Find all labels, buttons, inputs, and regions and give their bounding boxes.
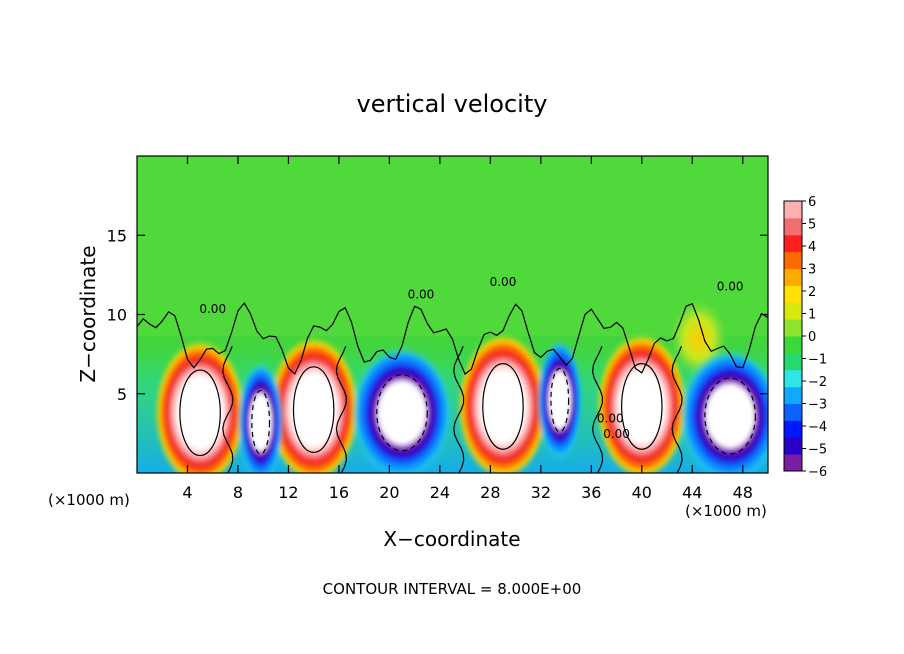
x-axis: 4 8 12 16 20 24 28 32 36 40 44 48 xyxy=(182,156,753,502)
colorbar: 6 5 4 3 2 1 0 −1 −2 −3 −4 −5 −6 xyxy=(783,195,827,480)
zero-contour xyxy=(137,301,768,375)
x-tick-label: 16 xyxy=(329,483,349,502)
contour-positive xyxy=(482,363,524,450)
updraft-cell xyxy=(457,333,549,473)
contour-positive xyxy=(292,366,335,453)
x-tick-label: 24 xyxy=(430,483,450,502)
downdraft-cell xyxy=(351,346,453,473)
x-tick-label: 4 xyxy=(182,483,192,502)
colorbar-swatch xyxy=(784,352,802,371)
contour-label: 0.00 xyxy=(603,427,630,441)
colorbar-tick-label: 2 xyxy=(808,285,816,300)
colorbar-swatch xyxy=(784,251,802,269)
colorbar-swatch xyxy=(784,336,802,354)
x-tick-label: 32 xyxy=(531,483,551,502)
colorbar-swatch xyxy=(784,437,802,455)
zero-contour-vertical xyxy=(335,345,348,473)
colorbar-swatch xyxy=(784,302,802,320)
contour-negative xyxy=(376,374,428,452)
x-tick-label: 48 xyxy=(733,483,753,502)
contour-label: 0.00 xyxy=(199,302,226,316)
updraft-cell xyxy=(596,333,688,473)
contour-label: 0.00 xyxy=(597,411,624,425)
colorbar-tick-label: −4 xyxy=(808,420,827,435)
colorbar-tick-label: −2 xyxy=(808,375,827,390)
colorbar-swatch xyxy=(784,201,802,219)
x-tick-label: 8 xyxy=(233,483,243,502)
downdraft-cell xyxy=(679,349,768,473)
contour-negative xyxy=(550,367,570,433)
zero-contour-vertical xyxy=(222,345,234,473)
y-tick-label: 15 xyxy=(107,226,127,245)
colorbar-tick-label: 4 xyxy=(808,240,816,255)
x-tick-label: 12 xyxy=(278,483,298,502)
contour-negative xyxy=(251,389,271,455)
y-tick-label: 5 xyxy=(117,385,127,404)
colorbar-tick-label: −6 xyxy=(808,465,827,480)
x-tick-label: 36 xyxy=(581,483,601,502)
colorbar-swatch xyxy=(784,285,802,303)
colorbar-swatch xyxy=(784,454,802,472)
colorbar-swatch xyxy=(784,386,802,404)
contour-label: 0.00 xyxy=(717,280,744,294)
colorbar-swatch xyxy=(784,403,802,421)
colorbar-swatch xyxy=(784,234,802,253)
contour-positive xyxy=(179,369,221,457)
plot-area: 0.00 0.00 0.00 0.00 0.00 0.00 xyxy=(137,156,768,473)
contour-negative xyxy=(704,377,756,455)
zero-contour-vertical xyxy=(591,345,604,473)
colorbar-swatch xyxy=(784,268,802,286)
y-tick-label: 10 xyxy=(107,306,127,325)
x-unit-left: (×1000 m) xyxy=(48,491,130,509)
contour-interval-note: CONTOUR INTERVAL = 8.000E+00 xyxy=(323,580,582,598)
colorbar-tick-label: 0 xyxy=(808,330,816,345)
upper-light-field xyxy=(137,156,768,336)
downdraft-cell xyxy=(237,362,284,473)
colorbar-tick-label: 6 xyxy=(808,195,816,210)
colorbar-tick-label: −1 xyxy=(808,353,827,368)
colorbar-swatch xyxy=(784,420,802,438)
colorbar-tick-label: 3 xyxy=(808,263,816,278)
colorbar-tick-label: 5 xyxy=(808,218,816,233)
colorbar-swatch xyxy=(784,217,802,236)
x-tick-label: 20 xyxy=(379,483,399,502)
y-axis-label: Z−coordinate xyxy=(76,245,100,382)
contour-positive xyxy=(621,363,663,450)
x-tick-label: 40 xyxy=(632,483,652,502)
x-tick-label: 44 xyxy=(682,483,702,502)
colorbar-swatch xyxy=(784,369,802,388)
colorbar-tick-label: 1 xyxy=(808,308,816,323)
downdraft-cell xyxy=(537,339,583,461)
colorbar-swatch xyxy=(784,319,802,337)
x-unit-right: (×1000 m) xyxy=(685,502,767,520)
x-tick-label: 28 xyxy=(480,483,500,502)
contour-label: 0.00 xyxy=(408,288,435,302)
zero-contour-vertical xyxy=(453,345,465,473)
zero-contour-vertical xyxy=(671,345,683,473)
contour-label: 0.00 xyxy=(490,275,517,289)
x-axis-label: X−coordinate xyxy=(383,527,520,551)
y-axis: 5 10 15 xyxy=(107,226,768,404)
colorbar-tick-label: −5 xyxy=(808,443,827,458)
chart-title: vertical velocity xyxy=(357,90,548,118)
colorbar-tick-label: −3 xyxy=(808,398,827,413)
